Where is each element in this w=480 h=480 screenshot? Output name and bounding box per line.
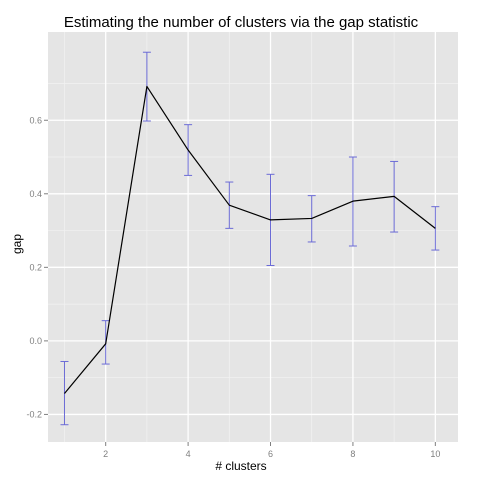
x-axis-ticks: 2 4 6 8 10 [103, 442, 440, 459]
minor-gridlines [48, 32, 458, 442]
y-tick-label: 0.2 [29, 262, 42, 272]
y-axis-ticks: -0.2 0.0 0.2 0.4 0.6 [26, 115, 48, 419]
y-tick-label: 0.4 [29, 189, 42, 199]
plot-panel [48, 32, 458, 442]
y-tick-label: 0.0 [29, 336, 42, 346]
x-tick-label: 10 [430, 449, 440, 459]
x-tick-label: 4 [186, 449, 191, 459]
x-tick-label: 8 [350, 449, 355, 459]
series-lines [64, 85, 436, 394]
y-axis-title: gap [10, 234, 24, 254]
chart-title: Estimating the number of clusters via th… [64, 14, 419, 31]
x-tick-label: 2 [103, 449, 108, 459]
y-tick-label: -0.2 [26, 409, 42, 419]
x-tick-label: 6 [268, 449, 273, 459]
gap-series-line [64, 85, 436, 394]
x-axis-title: # clusters [215, 459, 266, 473]
y-tick-label: 0.6 [29, 115, 42, 125]
